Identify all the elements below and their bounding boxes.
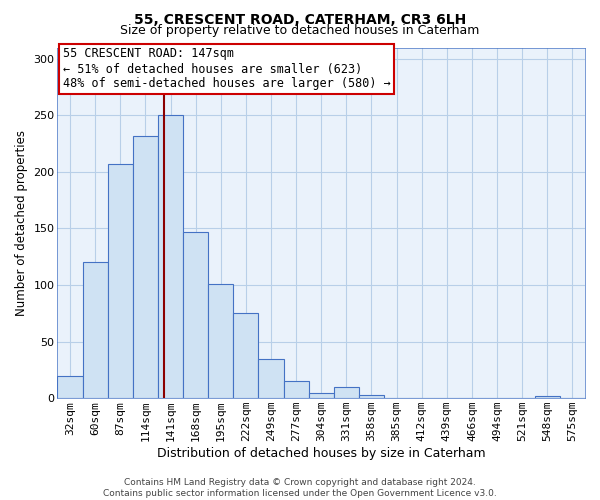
Bar — [83, 262, 108, 398]
Bar — [183, 232, 208, 398]
Text: Contains HM Land Registry data © Crown copyright and database right 2024.
Contai: Contains HM Land Registry data © Crown c… — [103, 478, 497, 498]
Bar — [535, 396, 560, 398]
Y-axis label: Number of detached properties: Number of detached properties — [15, 130, 28, 316]
Bar — [208, 284, 233, 398]
Bar — [233, 314, 259, 398]
Bar — [308, 392, 334, 398]
X-axis label: Distribution of detached houses by size in Caterham: Distribution of detached houses by size … — [157, 447, 485, 460]
Text: Size of property relative to detached houses in Caterham: Size of property relative to detached ho… — [121, 24, 479, 37]
Bar — [284, 381, 308, 398]
Bar — [359, 395, 384, 398]
Bar — [158, 116, 183, 398]
Bar — [108, 164, 133, 398]
Text: 55, CRESCENT ROAD, CATERHAM, CR3 6LH: 55, CRESCENT ROAD, CATERHAM, CR3 6LH — [134, 12, 466, 26]
Text: 55 CRESCENT ROAD: 147sqm
← 51% of detached houses are smaller (623)
48% of semi-: 55 CRESCENT ROAD: 147sqm ← 51% of detach… — [63, 48, 391, 90]
Bar — [133, 136, 158, 398]
Bar — [58, 376, 83, 398]
Bar — [334, 387, 359, 398]
Bar — [259, 358, 284, 398]
